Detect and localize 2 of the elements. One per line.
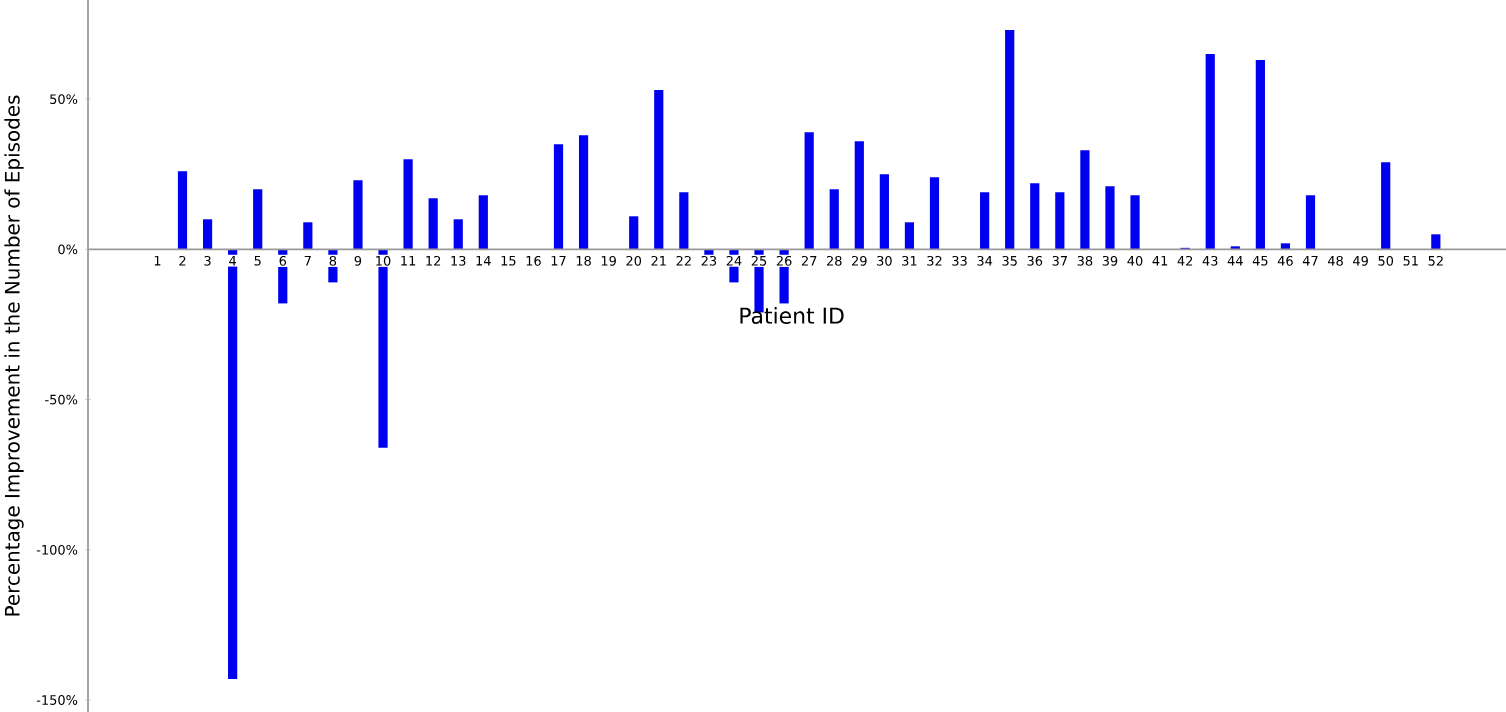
y-axis-title: Percentage Improvement in the Number of Episodes — [4, 95, 24, 616]
x-axis-title: Patient ID — [740, 306, 844, 324]
